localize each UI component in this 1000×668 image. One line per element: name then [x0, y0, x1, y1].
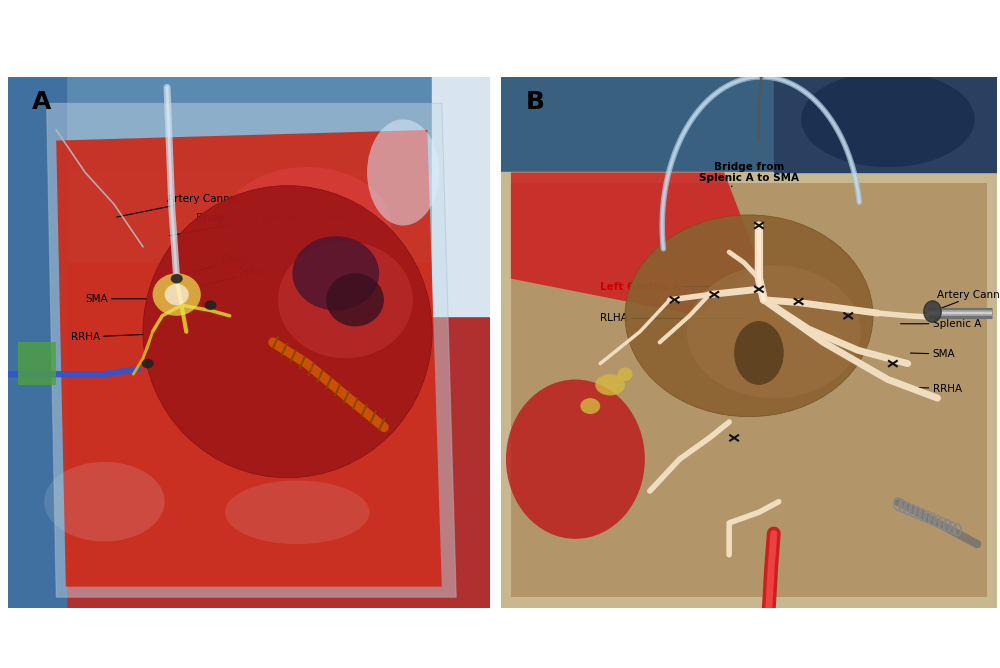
Ellipse shape	[153, 273, 201, 316]
Polygon shape	[47, 104, 456, 597]
Ellipse shape	[367, 120, 439, 226]
Text: RLHA: RLHA	[600, 313, 746, 323]
Bar	[511, 183, 987, 597]
Text: SMA: SMA	[85, 294, 147, 304]
Text: Bridge from
Splenic A to SMA: Bridge from Splenic A to SMA	[699, 162, 799, 186]
Text: SMA: SMA	[910, 349, 955, 359]
Bar	[8, 263, 490, 608]
Ellipse shape	[292, 236, 379, 311]
Ellipse shape	[801, 71, 975, 167]
Text: RRHA: RRHA	[918, 383, 962, 393]
Text: A: A	[32, 90, 51, 114]
Ellipse shape	[687, 265, 861, 398]
Text: Celiac: Celiac	[182, 255, 252, 275]
Ellipse shape	[924, 301, 941, 322]
Ellipse shape	[171, 274, 183, 283]
Polygon shape	[56, 130, 442, 587]
Text: Left Gastric A: Left Gastric A	[600, 282, 736, 292]
Ellipse shape	[165, 284, 189, 305]
Ellipse shape	[595, 374, 625, 395]
Ellipse shape	[142, 359, 154, 368]
Ellipse shape	[222, 167, 391, 284]
Text: RRHA: RRHA	[71, 332, 143, 342]
Polygon shape	[511, 172, 759, 316]
Ellipse shape	[204, 301, 216, 310]
Bar	[8, 77, 66, 608]
Text: B: B	[526, 90, 545, 114]
Bar	[511, 183, 987, 597]
Bar	[501, 172, 997, 608]
Text: Artery Cannula: Artery Cannula	[117, 194, 246, 217]
Bar	[501, 77, 997, 172]
Ellipse shape	[326, 273, 384, 327]
Ellipse shape	[278, 241, 413, 358]
Text: Bridge from Splenic A to SMA: Bridge from Splenic A to SMA	[170, 212, 349, 236]
Bar	[432, 77, 490, 316]
Ellipse shape	[625, 215, 873, 417]
Text: Splenic A: Splenic A	[901, 319, 981, 329]
Text: Splenic A: Splenic A	[201, 266, 288, 286]
Bar	[774, 77, 997, 172]
Ellipse shape	[506, 379, 645, 539]
Bar	[18, 342, 56, 385]
Ellipse shape	[580, 398, 600, 414]
Ellipse shape	[618, 367, 632, 381]
Bar	[8, 172, 490, 263]
Ellipse shape	[734, 321, 784, 385]
Ellipse shape	[44, 462, 165, 542]
Ellipse shape	[225, 480, 370, 544]
Bar	[8, 77, 490, 172]
Ellipse shape	[143, 186, 432, 478]
Text: Artery Cannula: Artery Cannula	[937, 289, 1000, 309]
